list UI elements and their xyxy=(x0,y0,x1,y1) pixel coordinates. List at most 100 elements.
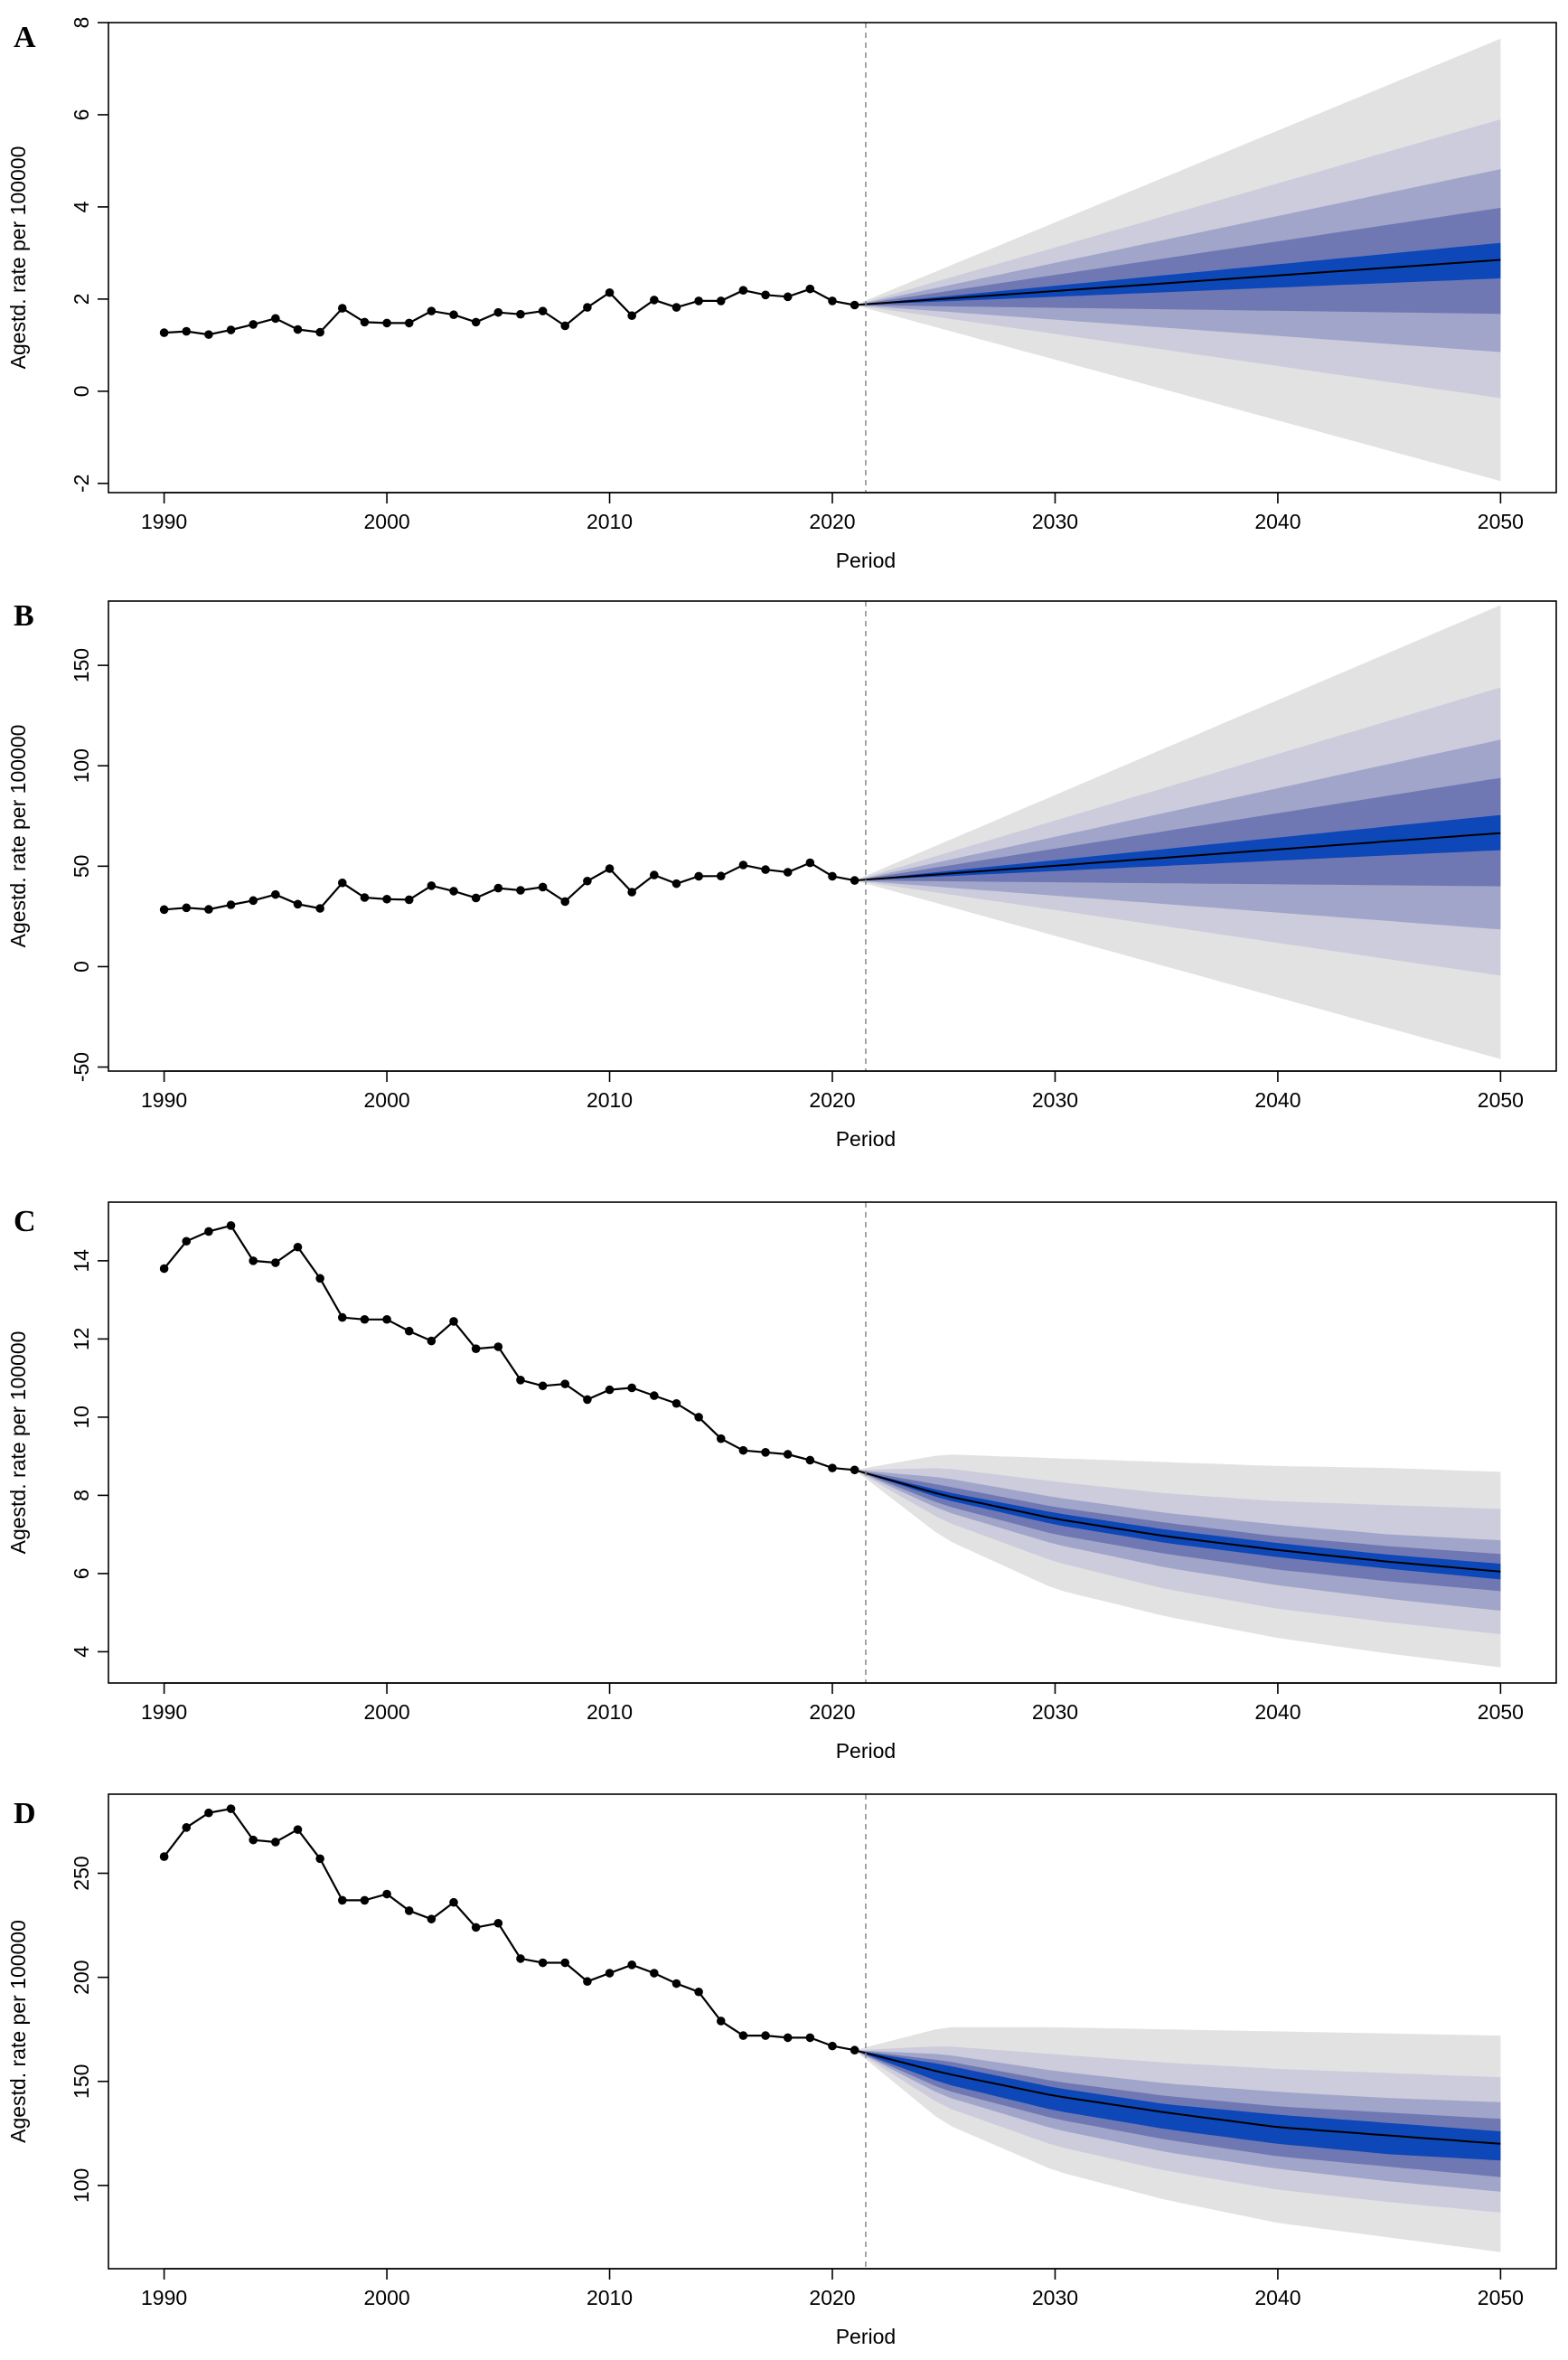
observed-point xyxy=(159,1264,169,1274)
x-tick-label: 1990 xyxy=(141,510,187,533)
chart-panel-c: 1990 2000 2010 2020 2030 2040 2050 4 6 8 10 12 14 Per… xyxy=(6,1201,1557,1763)
y-tick-label: 200 xyxy=(70,1960,93,1994)
observed-point xyxy=(404,895,414,905)
observed-point xyxy=(226,1804,236,1813)
observed-point xyxy=(538,882,548,892)
observed-point xyxy=(828,2041,837,2051)
observed-point xyxy=(627,1960,636,1970)
observed-point xyxy=(249,320,258,329)
x-tick-label: 2040 xyxy=(1254,510,1300,533)
forecast-band-5 xyxy=(854,2050,1501,2161)
y-axis-title: Agestd. rate per 100000 xyxy=(6,1920,30,2143)
observed-point xyxy=(293,899,303,909)
observed-point xyxy=(449,887,458,896)
observed-point xyxy=(471,1344,481,1353)
x-axis-title: Period xyxy=(836,549,896,572)
observed-point xyxy=(805,2033,815,2043)
observed-point xyxy=(627,1383,636,1393)
observed-point xyxy=(850,2045,859,2055)
observed-series-line xyxy=(164,861,855,911)
y-tick-label: 0 xyxy=(70,961,93,973)
observed-point xyxy=(226,325,236,334)
x-tick-label: 2010 xyxy=(587,2286,633,2309)
forecast-band-4 xyxy=(854,207,1501,315)
y-tick-label: 250 xyxy=(70,1856,93,1890)
observed-point xyxy=(182,903,192,913)
observed-point xyxy=(427,1336,437,1346)
x-tick-label: 1990 xyxy=(141,1700,187,1724)
observed-point xyxy=(605,864,615,873)
observed-point xyxy=(560,897,570,907)
observed-point xyxy=(583,876,592,886)
observed-point xyxy=(605,1385,615,1395)
observed-series-line xyxy=(163,1224,855,1471)
observed-point xyxy=(583,1395,592,1405)
x-tick-label: 2000 xyxy=(363,1700,409,1724)
observed-point xyxy=(159,1852,169,1861)
observed-point xyxy=(716,871,726,881)
forecast-mean-line xyxy=(854,1469,1501,1573)
x-tick-label: 2050 xyxy=(1478,510,1524,533)
y-tick-label: 150 xyxy=(70,648,93,682)
observed-point xyxy=(493,883,503,893)
y-tick-label: 150 xyxy=(70,2064,93,2099)
observed-point xyxy=(360,893,370,902)
observed-point xyxy=(694,1987,703,1997)
observed-point xyxy=(182,1236,192,1246)
observed-point xyxy=(182,326,192,336)
observed-point xyxy=(605,287,615,297)
observed-point xyxy=(271,314,280,324)
observed-point xyxy=(471,317,481,327)
observed-point xyxy=(182,1823,192,1832)
observed-point xyxy=(471,1923,481,1932)
observed-point xyxy=(271,1258,280,1267)
observed-point xyxy=(805,858,815,868)
observed-point xyxy=(850,876,859,885)
x-tick-label: 2000 xyxy=(363,510,409,533)
observed-series-line xyxy=(163,1807,855,2052)
observed-point xyxy=(516,1375,525,1385)
observed-point xyxy=(650,296,659,305)
observed-point xyxy=(493,1918,503,1928)
observed-point xyxy=(337,1312,347,1322)
y-tick-label: 2 xyxy=(70,293,93,305)
x-tick-label: 2050 xyxy=(1478,1700,1524,1724)
x-tick-label: 2040 xyxy=(1254,2286,1300,2309)
observed-point xyxy=(471,893,481,903)
observed-point xyxy=(694,296,703,306)
x-tick-label: 2040 xyxy=(1254,1088,1300,1112)
panel-label: A xyxy=(14,21,36,54)
observed-point xyxy=(738,1445,748,1455)
observed-point xyxy=(671,1398,681,1408)
forecast-band-4 xyxy=(854,777,1501,887)
observed-point xyxy=(159,328,169,337)
observed-point xyxy=(716,1434,726,1443)
y-tick-label: 8 xyxy=(70,1490,93,1501)
observed-point xyxy=(404,1906,414,1915)
x-axis-title: Period xyxy=(836,1739,896,1763)
y-tick-label: 100 xyxy=(70,748,93,783)
observed-point xyxy=(650,870,659,879)
forecast-band-5 xyxy=(854,1470,1501,1580)
observed-point xyxy=(226,900,236,909)
x-tick-label: 2030 xyxy=(1032,510,1078,533)
observed-point xyxy=(650,1391,659,1400)
observed-point xyxy=(159,905,169,915)
forecast-mean-line xyxy=(854,832,1501,882)
observed-point xyxy=(226,1221,236,1230)
observed-point xyxy=(560,1958,570,1968)
observed-point xyxy=(538,1958,548,1968)
observed-point xyxy=(449,1897,458,1907)
observed-point xyxy=(671,879,681,889)
observed-point xyxy=(716,296,726,306)
panel-label: C xyxy=(14,1205,36,1238)
observed-point xyxy=(560,1379,570,1388)
y-tick-label: 0 xyxy=(70,385,93,397)
y-tick-label: 6 xyxy=(70,1567,93,1579)
x-tick-label: 2030 xyxy=(1032,2286,1078,2309)
observed-point xyxy=(738,860,748,870)
observed-point xyxy=(850,300,859,310)
x-tick-label: 1990 xyxy=(141,1088,187,1112)
